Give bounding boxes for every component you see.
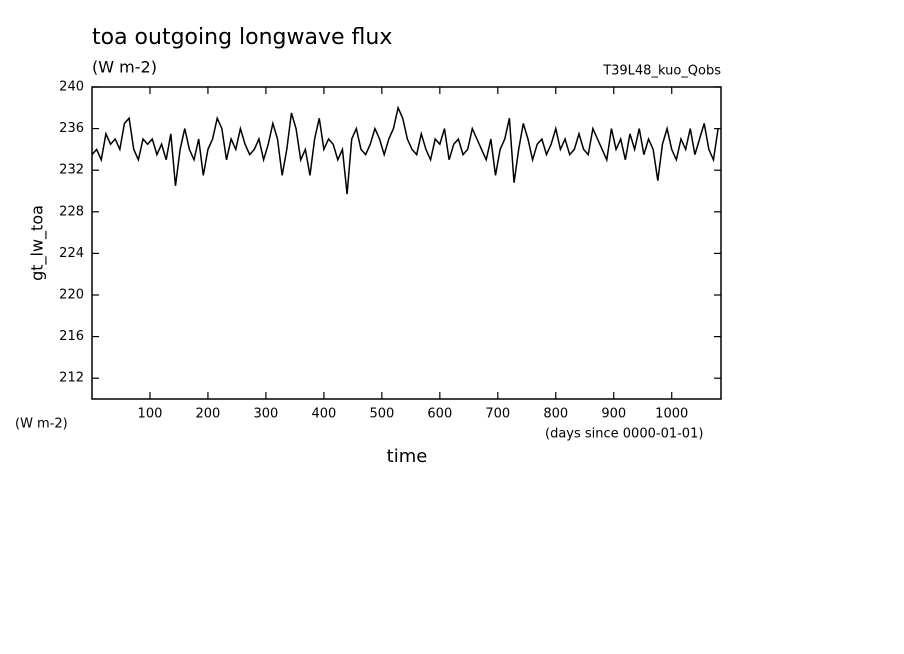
y-tick-label: 216 bbox=[59, 329, 84, 344]
x-tick-label: 900 bbox=[601, 407, 626, 422]
y-tick-label: 240 bbox=[59, 80, 84, 95]
x-tick-label: 300 bbox=[254, 407, 279, 422]
annotation: T39L48_kuo_Qobs bbox=[602, 64, 721, 79]
x-tick-label: 500 bbox=[369, 407, 394, 422]
data-line bbox=[91, 105, 719, 195]
y-tick-label: 212 bbox=[59, 371, 84, 386]
x-tick-label: 600 bbox=[427, 407, 452, 422]
y-tick-label: 224 bbox=[59, 246, 84, 261]
y-tick-label: 228 bbox=[59, 204, 84, 219]
x-tick-label: 400 bbox=[311, 407, 336, 422]
chart-title: toa outgoing longwave flux bbox=[92, 25, 392, 50]
chart-subtitle: (W m-2) bbox=[92, 58, 157, 77]
plot-frame bbox=[91, 86, 722, 400]
y-axis-label: gt_lw_toa bbox=[28, 205, 48, 281]
y-tick-label: 236 bbox=[59, 121, 84, 136]
x-tick-label: 700 bbox=[485, 407, 510, 422]
x-tick-label: 1000 bbox=[655, 407, 688, 422]
y-tick-label: 220 bbox=[59, 288, 84, 303]
x-tick-label: 200 bbox=[196, 407, 221, 422]
x-axis-label: time bbox=[387, 446, 428, 467]
x-tick-label: 100 bbox=[138, 407, 163, 422]
y-tick-label: 232 bbox=[59, 163, 84, 178]
x-tick-label: 800 bbox=[543, 407, 568, 422]
x-units: (days since 0000-01-01) bbox=[545, 427, 703, 442]
y-units: (W m-2) bbox=[15, 417, 68, 432]
